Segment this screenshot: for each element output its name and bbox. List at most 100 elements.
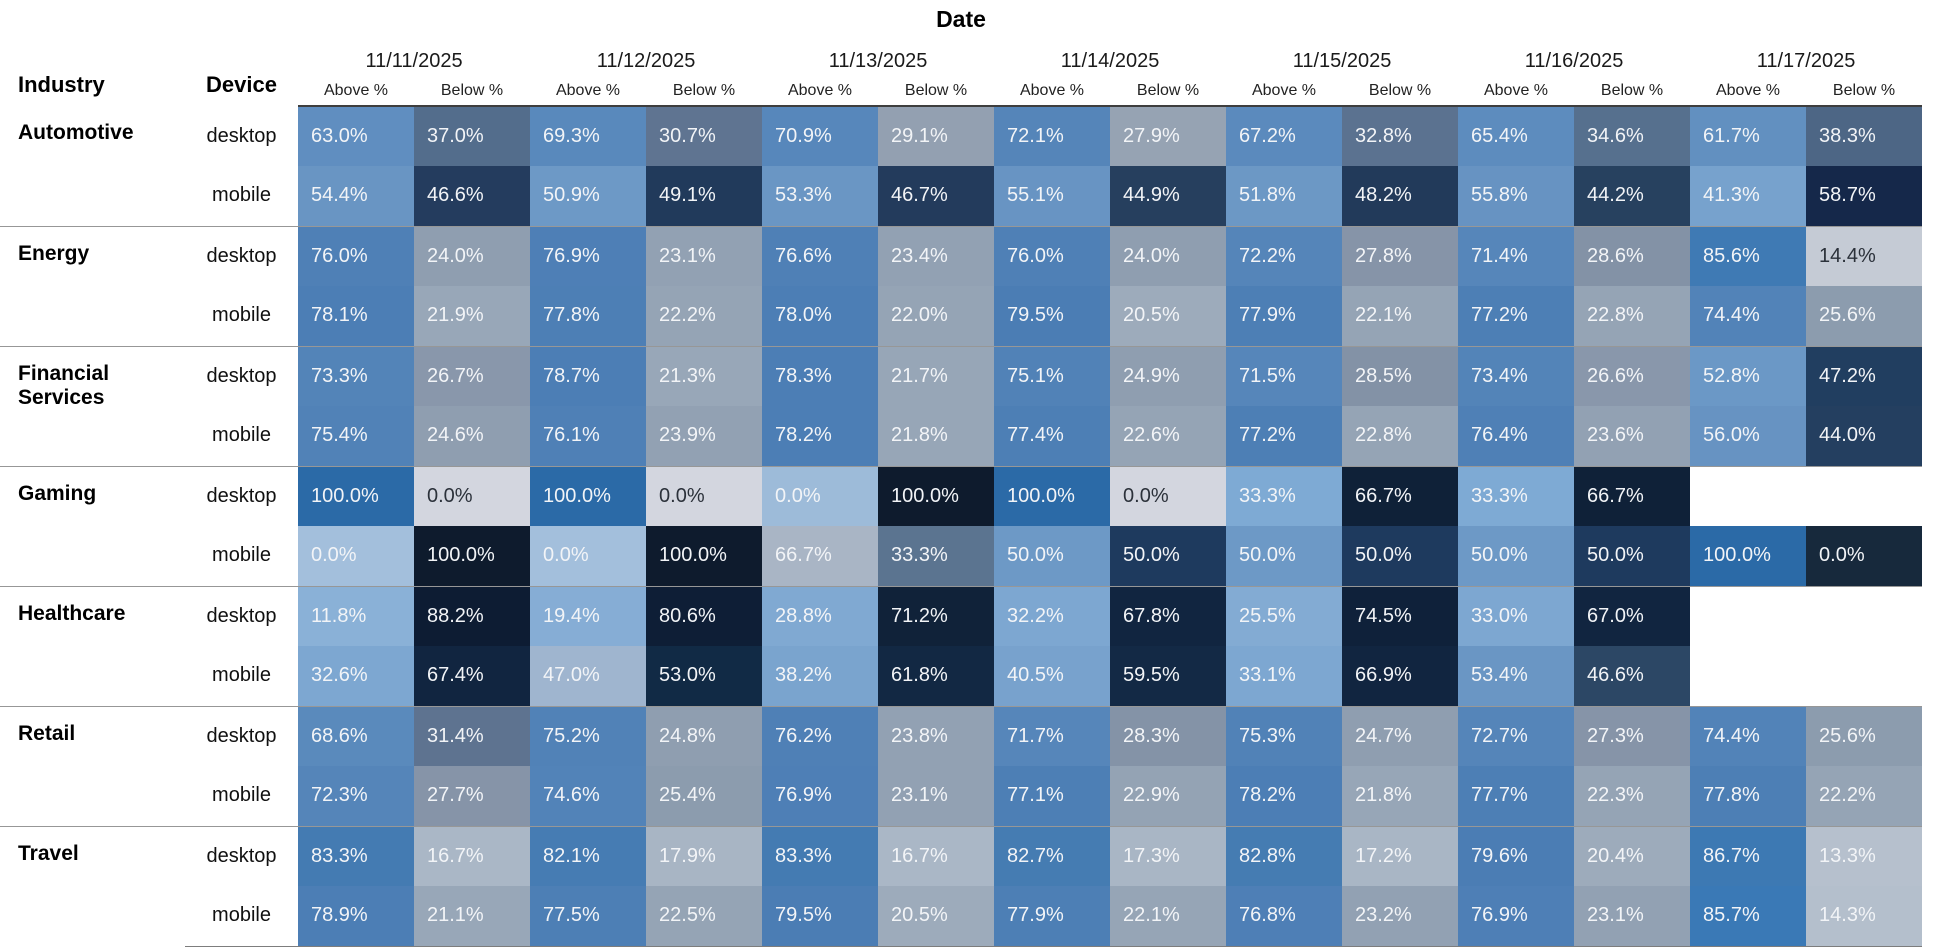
heatmap-cell: 100.0% <box>646 526 763 586</box>
heatmap-cell: 76.0% <box>994 225 1111 286</box>
heatmap-cell: 23.1% <box>878 766 995 826</box>
heatmap-cell: 49.1% <box>646 166 763 226</box>
device-label: desktop <box>185 585 298 646</box>
heatmap-cell: 27.3% <box>1574 705 1691 766</box>
heatmap-cell: 74.6% <box>530 766 647 826</box>
heatmap-cell: 52.8% <box>1690 345 1807 406</box>
heatmap-cell: 22.1% <box>1342 286 1459 346</box>
heatmap-cell: 0.0% <box>298 526 414 586</box>
heatmap-cell: 76.9% <box>1458 886 1575 947</box>
heatmap-cell: 88.2% <box>414 585 531 646</box>
heatmap-cell: 33.1% <box>1226 646 1343 706</box>
heatmap-cell: 25.4% <box>646 766 763 826</box>
heatmap-cell: 75.4% <box>298 406 414 466</box>
heatmap-cell: 78.1% <box>298 286 414 346</box>
heatmap-cell: 78.2% <box>1226 766 1343 826</box>
below-metric-header: Below % <box>1574 75 1691 107</box>
heatmap-cell: 75.2% <box>530 705 647 766</box>
heatmap-cell: 72.1% <box>994 106 1111 166</box>
heatmap-cell: 79.6% <box>1458 825 1575 886</box>
heatmap-cell: 24.9% <box>1110 345 1227 406</box>
heatmap-cell: 79.5% <box>762 886 879 947</box>
heatmap-cell: 37.0% <box>414 106 531 166</box>
heatmap-cell: 72.3% <box>298 766 414 826</box>
heatmap-body: Automotive desktop 63.0% 37.0% 69.3% 30.7% 70.… <box>0 106 1923 947</box>
table-header: Industry Device 11/11/2025 11/12/2025 11/1… <box>0 40 1923 107</box>
heatmap-cell: 27.8% <box>1342 225 1459 286</box>
heatmap-cell: 100.0% <box>878 465 995 526</box>
heatmap-cell: 34.6% <box>1574 106 1691 166</box>
heatmap-cell: 27.7% <box>414 766 531 826</box>
heatmap-cell: 73.3% <box>298 345 414 406</box>
heatmap-cell: 48.2% <box>1342 166 1459 226</box>
heatmap-table: Industry Device 11/11/2025 11/12/2025 11/1… <box>0 40 1923 947</box>
heatmap-cell: 22.8% <box>1342 406 1459 466</box>
heatmap-cell: 67.2% <box>1226 106 1343 166</box>
heatmap-cell: 23.9% <box>646 406 763 466</box>
heatmap-cell: 23.6% <box>1574 406 1691 466</box>
heatmap-cell: 17.2% <box>1342 825 1459 886</box>
date-column-header: 11/12/2025 <box>596 50 696 72</box>
date-column-header: 11/16/2025 <box>1524 50 1624 72</box>
industry-label: Retail <box>0 705 185 826</box>
heatmap-cell: 24.0% <box>414 225 531 286</box>
heatmap-cell: 38.2% <box>762 646 879 706</box>
heatmap-cell: 14.4% <box>1806 225 1923 286</box>
heatmap-cell: 76.9% <box>530 225 647 286</box>
heatmap-cell: 21.9% <box>414 286 531 346</box>
device-label: desktop <box>185 225 298 286</box>
above-metric-header: Above % <box>1458 75 1575 107</box>
heatmap-cell: 77.8% <box>1690 766 1807 826</box>
heatmap-cell: 77.8% <box>530 286 647 346</box>
above-metric-header: Above % <box>298 75 414 107</box>
heatmap-cell: 20.4% <box>1574 825 1691 886</box>
heatmap-cell: 50.0% <box>1574 526 1691 586</box>
industry-label: Gaming <box>0 465 185 586</box>
heatmap-cell: 21.7% <box>878 345 995 406</box>
device-column-header: Device <box>206 72 277 97</box>
heatmap-cell: 77.1% <box>994 766 1111 826</box>
heatmap-cell: 11.8% <box>298 585 414 646</box>
heatmap-cell-empty <box>1690 465 1807 526</box>
heatmap-cell: 24.0% <box>1110 225 1227 286</box>
date-axis-title: Date <box>936 6 986 32</box>
heatmap-cell: 76.0% <box>298 225 414 286</box>
heatmap-cell: 82.8% <box>1226 825 1343 886</box>
heatmap-cell: 78.3% <box>762 345 879 406</box>
heatmap-cell: 40.5% <box>994 646 1111 706</box>
heatmap-cell: 33.0% <box>1458 585 1575 646</box>
heatmap-cell: 27.9% <box>1110 106 1227 166</box>
heatmap-cell: 0.0% <box>646 465 763 526</box>
heatmap-cell: 44.9% <box>1110 166 1227 226</box>
heatmap-row: Retail desktop 68.6% 31.4% 75.2% 24.8% 76.2% 23… <box>0 705 1923 826</box>
heatmap-cell: 0.0% <box>1110 465 1227 526</box>
heatmap-cell: 53.3% <box>762 166 879 226</box>
heatmap-cell: 83.3% <box>762 825 879 886</box>
heatmap-cell: 20.5% <box>1110 286 1227 346</box>
above-metric-header: Above % <box>762 75 879 107</box>
heatmap-row: Automotive desktop 63.0% 37.0% 69.3% 30.7% 70.… <box>0 106 1923 166</box>
heatmap-cell: 75.3% <box>1226 705 1343 766</box>
below-metric-header: Below % <box>1110 75 1227 107</box>
heatmap-cell: 77.5% <box>530 886 647 947</box>
heatmap-cell: 77.4% <box>994 406 1111 466</box>
heatmap-cell: 22.2% <box>1806 766 1923 826</box>
device-label: desktop <box>206 124 277 147</box>
heatmap-cell: 56.0% <box>1690 406 1807 466</box>
heatmap-cell: 0.0% <box>530 526 647 586</box>
heatmap-cell: 26.7% <box>414 345 531 406</box>
heatmap-cell: 71.7% <box>994 705 1111 766</box>
heatmap-cell: 55.1% <box>994 166 1111 226</box>
heatmap-cell: 50.0% <box>1110 526 1227 586</box>
heatmap-cell: 77.9% <box>994 886 1111 947</box>
heatmap-cell: 54.4% <box>298 166 414 226</box>
heatmap-cell: 0.0% <box>414 465 531 526</box>
heatmap-cell-empty <box>1806 585 1923 646</box>
industry-label: Healthcare <box>0 585 185 706</box>
heatmap-cell: 28.5% <box>1342 345 1459 406</box>
heatmap-cell: 33.3% <box>1458 465 1575 526</box>
heatmap-row: mobile 32.6% 67.4% 47.0% 53.0% 38.2% 61.8% 40.5… <box>0 646 1923 706</box>
heatmap-cell: 83.3% <box>298 825 414 886</box>
heatmap-row: mobile 75.4% 24.6% 76.1% 23.9% 78.2% 21.8% 77.4… <box>0 406 1923 466</box>
heatmap-cell: 76.2% <box>762 705 879 766</box>
